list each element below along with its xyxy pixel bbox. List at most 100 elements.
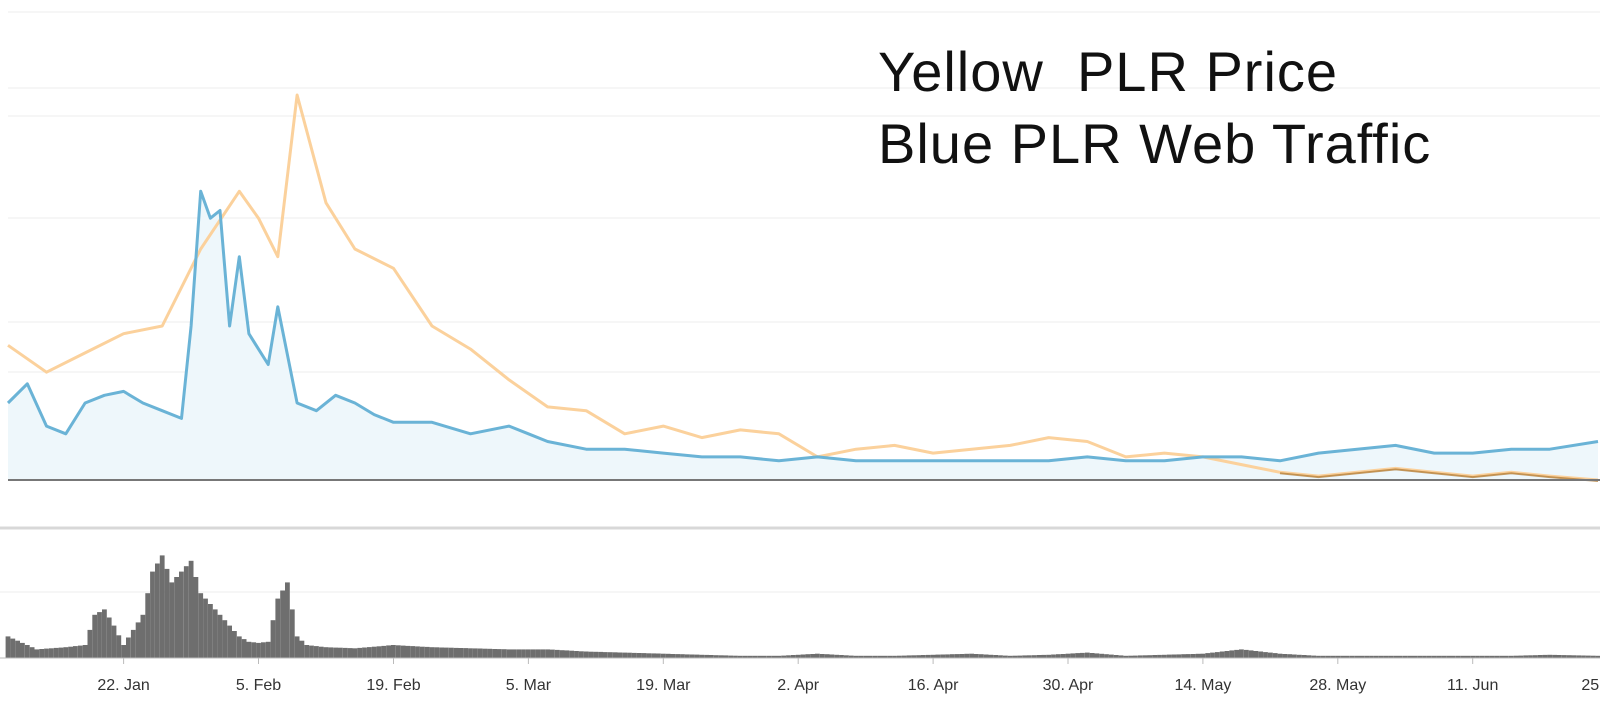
- volume-bar: [728, 655, 734, 658]
- volume-bar: [954, 654, 960, 658]
- volume-bar: [810, 654, 815, 658]
- volume-bar: [762, 655, 767, 658]
- volume-bar: [863, 655, 868, 658]
- volume-bar: [1378, 655, 1384, 658]
- volume-bar: [940, 654, 946, 658]
- volume-bar: [68, 646, 73, 658]
- volume-bar: [1537, 655, 1543, 658]
- volume-bar: [236, 636, 242, 658]
- volume-bar: [1171, 654, 1177, 658]
- volume-bar: [829, 654, 835, 658]
- volume-bar: [579, 651, 584, 659]
- volume-bar: [1508, 655, 1514, 658]
- volume-bar: [294, 636, 300, 658]
- volume-bar: [1542, 654, 1548, 658]
- x-tick-label: 30. Apr: [1043, 677, 1094, 694]
- volume-bar: [660, 653, 666, 658]
- volume-bar: [347, 648, 353, 658]
- volume-bar: [400, 645, 406, 658]
- volume-bar: [1137, 655, 1143, 658]
- volume-bar: [1480, 655, 1485, 658]
- volume-bar: [969, 653, 974, 658]
- volume-bar: [709, 655, 714, 658]
- volume-bar: [733, 655, 738, 658]
- volume-bar: [713, 655, 719, 658]
- volume-bar: [622, 652, 628, 658]
- volume-bar: [251, 642, 257, 658]
- volume-bar: [492, 649, 497, 658]
- volume-bar: [1494, 655, 1500, 658]
- volume-bar: [1268, 652, 1273, 658]
- volume-bar: [1017, 655, 1023, 658]
- volume-bar: [550, 649, 555, 658]
- volume-bar: [1402, 655, 1408, 658]
- volume-bar: [444, 647, 449, 658]
- volume-bar: [97, 612, 102, 658]
- volume-bar: [482, 648, 488, 658]
- volume-bar: [1296, 654, 1302, 658]
- volume-bar: [391, 645, 396, 658]
- volume-bar: [632, 652, 637, 658]
- volume-bar: [381, 645, 387, 658]
- volume-bar: [868, 655, 873, 658]
- volume-bar: [897, 655, 902, 658]
- volume-bar: [1089, 653, 1095, 658]
- volume-bar: [540, 649, 546, 658]
- volume-bar: [1113, 655, 1119, 658]
- volume-bar: [738, 655, 743, 658]
- volume-bar: [463, 648, 469, 658]
- volume-bar: [1036, 655, 1042, 658]
- volume-bar: [1147, 655, 1153, 658]
- volume-bar: [911, 655, 917, 658]
- volume-bar: [506, 649, 512, 658]
- volume-bar: [853, 655, 859, 658]
- volume-bar: [1210, 652, 1215, 658]
- volume-bar: [945, 654, 950, 658]
- volume-bar: [978, 654, 984, 658]
- volume-bar: [651, 653, 656, 658]
- volume-bar: [1321, 655, 1326, 658]
- traffic-area-group: [8, 191, 1598, 481]
- volume-bar: [241, 639, 247, 658]
- volume-bar: [357, 647, 363, 658]
- volume-bar: [1576, 655, 1582, 658]
- volume-bar: [130, 629, 136, 658]
- volume-bar: [521, 649, 526, 658]
- volume-bar: [24, 645, 30, 658]
- volume-bar: [92, 614, 98, 658]
- volume-bar: [395, 645, 401, 658]
- x-tick-label: 22. Jan: [97, 677, 149, 694]
- volume-bar: [786, 655, 791, 658]
- volume-bar: [1094, 653, 1100, 658]
- volume-bar: [1571, 655, 1577, 658]
- volume-bar: [1224, 651, 1230, 658]
- volume-bar: [1436, 655, 1442, 658]
- volume-bar: [824, 654, 830, 658]
- volume-bar: [159, 555, 165, 658]
- volume-bar: [1282, 654, 1288, 658]
- volume-bar: [367, 647, 372, 658]
- volume-bar: [1123, 655, 1129, 658]
- volume-bar: [208, 604, 213, 658]
- volume-bars-group: [5, 555, 1600, 659]
- volume-bar: [771, 655, 777, 658]
- volume-bar: [988, 654, 994, 658]
- volume-bar: [439, 647, 444, 658]
- volume-bar: [87, 629, 93, 658]
- volume-bar: [1325, 655, 1331, 658]
- volume-bar: [993, 655, 999, 658]
- volume-bar: [20, 642, 25, 658]
- volume-bar: [429, 647, 435, 658]
- volume-bar: [314, 646, 319, 658]
- volume-bar: [1586, 655, 1591, 658]
- volume-bar: [420, 646, 425, 658]
- volume-bar: [1407, 655, 1413, 658]
- legend-line-traffic: Blue PLR Web Traffic: [878, 112, 1432, 175]
- volume-bar: [1388, 655, 1394, 658]
- volume-bar: [304, 645, 310, 658]
- volume-bar: [1475, 655, 1480, 658]
- volume-bar: [376, 646, 382, 658]
- volume-bar: [1253, 651, 1259, 658]
- volume-bar: [126, 637, 131, 658]
- volume-bar: [877, 655, 883, 658]
